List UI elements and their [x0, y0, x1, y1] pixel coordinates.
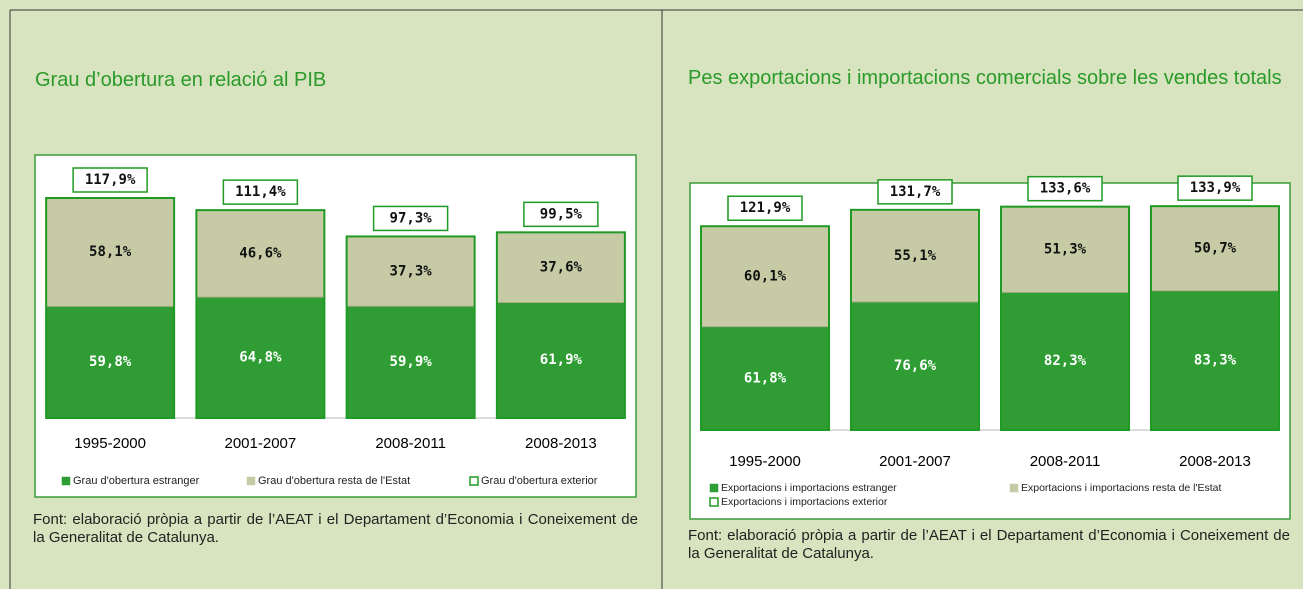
- label-box: [1177, 175, 1253, 201]
- x-tick-label: 2008-2013: [525, 435, 597, 452]
- bar-segment: [1150, 205, 1280, 292]
- value-label: 59,8%: [89, 354, 132, 370]
- source-note: Font: elaboració pròpia a partir de l’AE…: [33, 511, 638, 546]
- total-outline: [1150, 205, 1280, 431]
- source-note: Font: elaboració pròpia a partir de l’AE…: [688, 527, 1290, 562]
- bar-segment: [496, 231, 626, 303]
- total-label: 121,9%: [740, 200, 791, 216]
- value-label: 37,3%: [390, 263, 433, 279]
- bar-segment: [850, 301, 980, 431]
- bar-segment: [700, 326, 830, 431]
- bar-segment: [45, 305, 175, 419]
- total-label: 133,6%: [1040, 181, 1091, 197]
- x-tick-label: 1995-2000: [729, 453, 801, 470]
- legend-label: Exportacions i importacions estranger: [721, 482, 897, 494]
- bar-segment: [850, 209, 980, 303]
- value-label: 55,1%: [894, 248, 937, 264]
- legend-label: Exportacions i importacions resta de l'E…: [1021, 482, 1222, 494]
- legend-label: Grau d'obertura resta de l'Estat: [258, 475, 410, 487]
- value-label: 51,3%: [1044, 242, 1087, 258]
- label-box: [877, 179, 953, 205]
- value-label: 60,1%: [744, 268, 787, 284]
- legend-label: Grau d'obertura estranger: [73, 475, 200, 487]
- value-label: 83,3%: [1194, 352, 1237, 368]
- value-label: 46,6%: [239, 246, 282, 262]
- x-tick-label: 2008-2013: [1179, 453, 1251, 470]
- chart-title: Grau d’obertura en relació al PIB: [35, 69, 327, 91]
- label-box: [727, 195, 803, 221]
- value-label: 37,6%: [540, 259, 583, 275]
- legend-label: Grau d'obertura exterior: [481, 475, 598, 487]
- bar-segment: [346, 305, 476, 419]
- legend-swatch: [709, 483, 719, 493]
- total-outline: [345, 235, 476, 419]
- bar-segment: [1150, 290, 1280, 431]
- legend-swatch: [709, 497, 719, 507]
- total-label: 99,5%: [540, 206, 583, 222]
- total-outline: [45, 197, 176, 419]
- bar-segment: [700, 225, 830, 328]
- value-label: 61,9%: [540, 352, 583, 368]
- value-label: 59,9%: [390, 354, 433, 370]
- bar-segment: [195, 209, 325, 298]
- total-label: 133,9%: [1190, 180, 1241, 196]
- total-outline: [495, 231, 626, 419]
- total-label: 97,3%: [390, 210, 433, 226]
- label-box: [222, 179, 299, 205]
- bar-segment: [496, 301, 626, 419]
- total-label: 111,4%: [235, 184, 286, 200]
- label-box: [372, 205, 449, 232]
- total-outline: [1000, 205, 1130, 431]
- x-tick-label: 2001-2007: [879, 453, 951, 470]
- legend-label: Exportacions i importacions exterior: [721, 496, 888, 508]
- value-label: 58,1%: [89, 244, 132, 260]
- value-label: 50,7%: [1194, 240, 1237, 256]
- bar-segment: [1000, 206, 1130, 293]
- label-box: [523, 201, 599, 228]
- legend-swatch: [469, 476, 479, 486]
- x-tick-label: 2001-2007: [225, 435, 297, 452]
- total-outline: [850, 208, 980, 431]
- bar-segment: [346, 236, 476, 307]
- value-label: 61,8%: [744, 370, 787, 386]
- total-outline: [195, 209, 326, 419]
- legend-swatch: [246, 476, 256, 486]
- value-label: 64,8%: [239, 350, 282, 366]
- legend-swatch: [61, 476, 71, 486]
- x-tick-label: 2008-2011: [375, 435, 446, 452]
- label-box: [1027, 175, 1103, 202]
- total-label: 131,7%: [890, 184, 941, 200]
- bar-segment: [1000, 291, 1130, 431]
- x-tick-label: 1995-2000: [74, 435, 146, 452]
- x-tick-label: 2008-2011: [1030, 453, 1101, 470]
- bar-segment: [45, 197, 175, 307]
- legend-swatch: [1009, 483, 1019, 493]
- chart-title: Pes exportacions i importacions comercia…: [688, 67, 1282, 89]
- total-label: 117,9%: [85, 172, 136, 188]
- label-box: [72, 167, 148, 193]
- value-label: 76,6%: [894, 358, 937, 374]
- total-outline: [700, 225, 830, 431]
- value-label: 82,3%: [1044, 353, 1087, 369]
